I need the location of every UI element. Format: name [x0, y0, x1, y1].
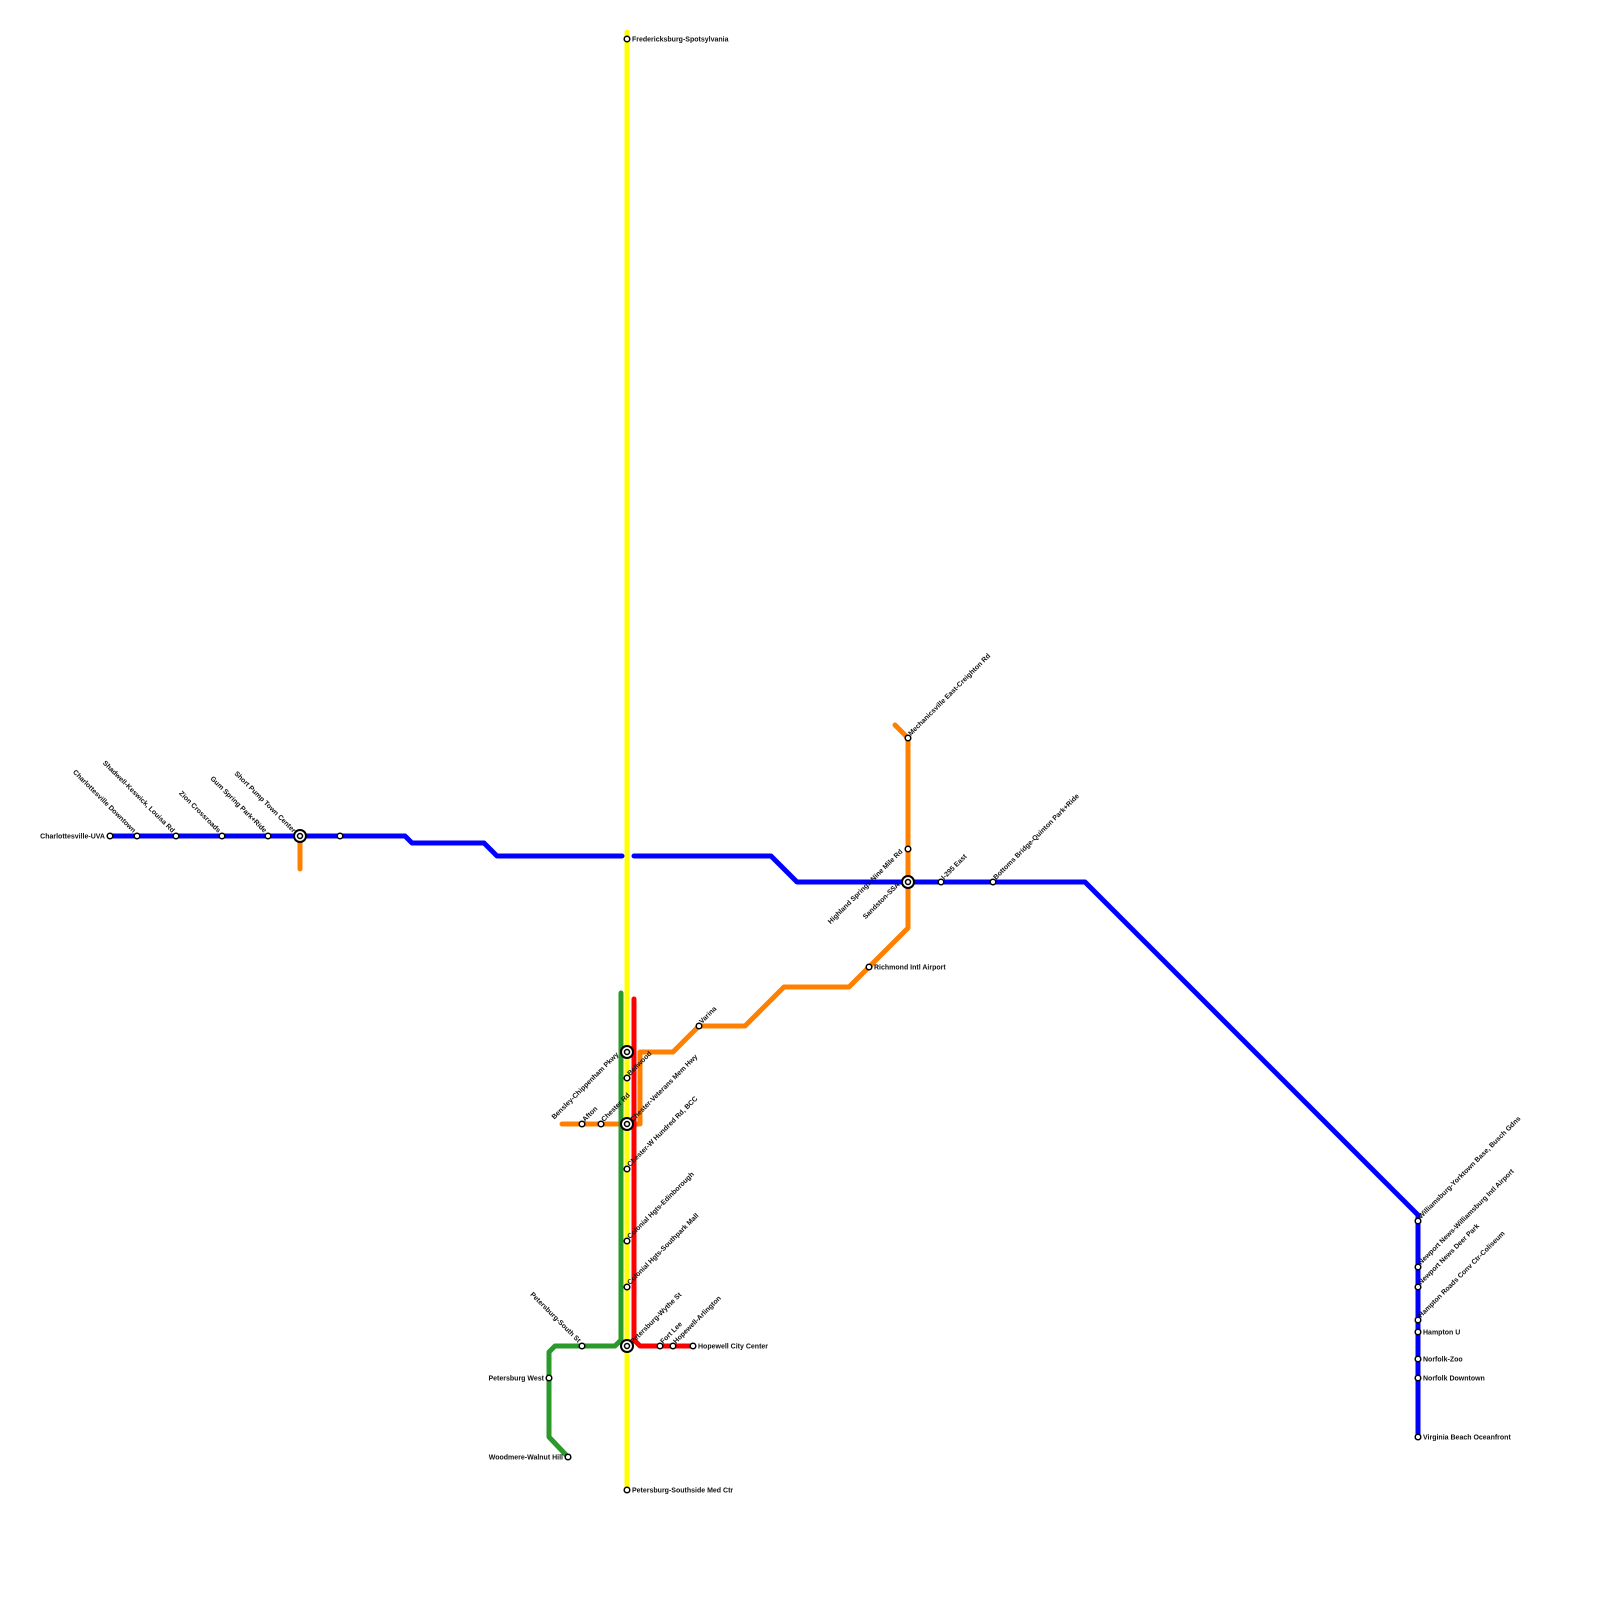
station-label: Fredericksburg-Spotsylvania	[632, 37, 729, 44]
station-label: Norfolk Downtown	[1423, 1376, 1485, 1383]
station-marker[interactable]	[623, 1074, 631, 1082]
interchange-inner-marker	[623, 1342, 631, 1350]
station-marker[interactable]	[218, 832, 226, 840]
station-label: Petersburg-Southside Med Ctr	[632, 1488, 733, 1495]
station-marker[interactable]	[1414, 1263, 1422, 1271]
station-marker[interactable]	[937, 878, 945, 886]
station[interactable]: Petersburg-South St	[528, 1291, 586, 1350]
station[interactable]: Hopewell City Center	[689, 1342, 768, 1351]
station-marker[interactable]	[1414, 1355, 1422, 1363]
station[interactable]: Woodmere-Walnut Hill	[489, 1453, 572, 1462]
station-marker[interactable]	[1414, 1328, 1422, 1336]
station-marker[interactable]	[695, 1022, 703, 1030]
station-label: Bottoms Bridge-Quinton Park+Ride	[992, 793, 1080, 881]
station-label: Short Pump Town Center	[233, 770, 297, 834]
station-marker[interactable]	[1414, 1217, 1422, 1225]
station-label: Woodmere-Walnut Hill	[489, 1455, 563, 1462]
station-label: Hopewell-Arlington	[672, 1295, 722, 1345]
interchange-inner-marker	[296, 832, 304, 840]
station-marker[interactable]	[865, 963, 873, 971]
station-marker[interactable]	[578, 1342, 586, 1350]
blue-line-segment	[107, 833, 625, 859]
station[interactable]: Williamsburg-Yorktown Base, Busch Gdns	[1414, 1115, 1522, 1225]
station-marker[interactable]	[106, 832, 114, 840]
station-marker[interactable]	[1414, 1283, 1422, 1291]
station-marker[interactable]	[133, 832, 141, 840]
station-marker[interactable]	[1414, 1374, 1422, 1382]
station-label: Hampton U	[1423, 1330, 1460, 1337]
interchange-inner-marker	[623, 1120, 631, 1128]
station-marker[interactable]	[578, 1120, 586, 1128]
station-label: I-295 East	[940, 853, 969, 882]
station-label: Newport News-Williamsburg Intl Airport	[1417, 1168, 1516, 1267]
station[interactable]: Zion Crossroads	[177, 790, 226, 840]
station-label: Norfolk-Zoo	[1423, 1357, 1463, 1364]
station-label: Williamsburg-Yorktown Base, Busch Gdns	[1417, 1115, 1522, 1220]
green-line-segment	[546, 990, 624, 1460]
station[interactable]: Petersburg West	[489, 1374, 553, 1383]
station-marker[interactable]	[623, 1283, 631, 1291]
station[interactable]: Charlottesville Downtown	[71, 769, 141, 840]
station-label: Chester-W Hundred Rd, BCC	[626, 1096, 699, 1169]
station-marker[interactable]	[623, 1237, 631, 1245]
station-label: Richmond Intl Airport	[874, 965, 946, 972]
station[interactable]: Petersburg-Southside Med Ctr	[623, 1486, 733, 1495]
station[interactable]: Mechanicsville East-Creighton Rd	[904, 653, 992, 742]
station-label: Shadwell-Keswick, Louisa Rd	[101, 760, 176, 835]
station-marker[interactable]	[669, 1342, 677, 1350]
station-marker[interactable]	[689, 1342, 697, 1350]
station-marker[interactable]	[336, 832, 344, 840]
station-marker[interactable]	[172, 832, 180, 840]
station-label: Charlottesville Downtown	[71, 769, 136, 834]
interchange-inner-marker	[904, 878, 912, 886]
station-label: Petersburg West	[489, 1376, 545, 1383]
station[interactable]: Virginia Beach Oceanfront	[1414, 1433, 1511, 1442]
station[interactable]: Fredericksburg-Spotsylvania	[623, 35, 729, 44]
station-label: Varina	[698, 1006, 718, 1026]
station-marker[interactable]	[1414, 1316, 1422, 1324]
station-marker[interactable]	[623, 1165, 631, 1173]
station[interactable]: Shadwell-Keswick, Louisa Rd	[101, 760, 180, 840]
station-marker[interactable]	[545, 1374, 553, 1382]
interchange-inner-marker	[623, 1048, 631, 1056]
station[interactable]: Newport News-Williamsburg Intl Airport	[1414, 1168, 1516, 1271]
station[interactable]: Norfolk-Zoo	[1414, 1355, 1463, 1364]
red-line-segment	[631, 996, 696, 1349]
orange-line-segment	[559, 722, 911, 1127]
station-label: Hopewell City Center	[698, 1344, 768, 1351]
station[interactable]	[336, 832, 344, 840]
station-marker[interactable]	[597, 1120, 605, 1128]
station-label: Zion Crossroads	[177, 790, 221, 834]
station-marker[interactable]	[564, 1453, 572, 1461]
station-marker[interactable]	[904, 734, 912, 742]
station[interactable]: Charlottesville-UVA	[40, 832, 114, 841]
station[interactable]: Hampton U	[1414, 1328, 1460, 1337]
station-label: Petersburg-South St	[528, 1291, 582, 1345]
station[interactable]: Bottoms Bridge-Quinton Park+Ride	[989, 793, 1081, 886]
station-marker[interactable]	[904, 845, 912, 853]
station-label: Charlottesville-UVA	[40, 834, 105, 841]
station-marker[interactable]	[623, 35, 631, 43]
station-marker[interactable]	[989, 878, 997, 886]
route-lines	[107, 29, 1421, 1493]
station[interactable]: Richmond Intl Airport	[865, 963, 946, 972]
station-label: Afton	[581, 1106, 599, 1124]
station-label: Virginia Beach Oceanfront	[1423, 1435, 1511, 1442]
station-marker[interactable]	[656, 1342, 664, 1350]
station[interactable]: Norfolk Downtown	[1414, 1374, 1485, 1383]
station-marker[interactable]	[264, 832, 272, 840]
station-label: Mechanicsville East-Creighton Rd	[907, 653, 992, 738]
station-marker[interactable]	[623, 1486, 631, 1494]
station-marker[interactable]	[1414, 1433, 1422, 1441]
